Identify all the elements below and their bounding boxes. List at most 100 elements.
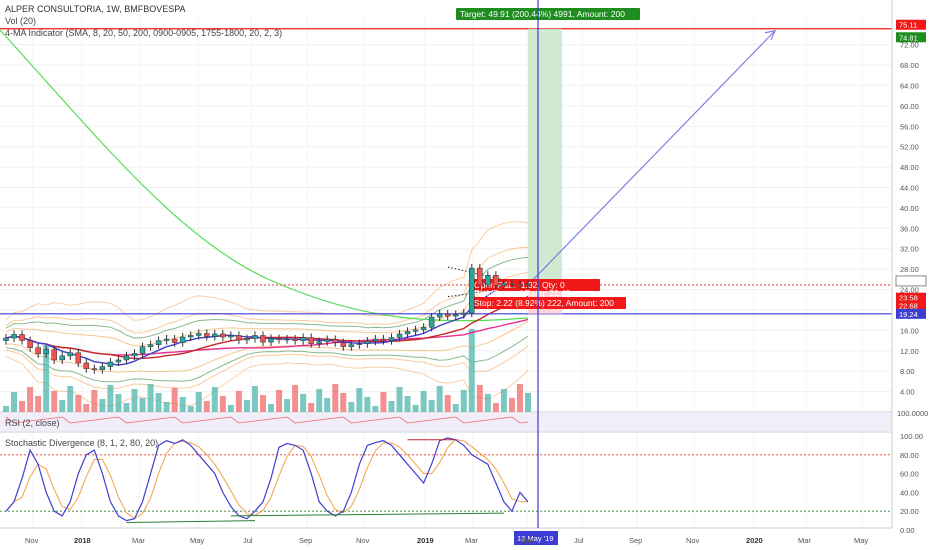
volume-bar-51 <box>412 405 419 412</box>
price-tag-t2: 74.81 <box>899 33 918 42</box>
bollinger-green-upper <box>5 256 529 339</box>
volume-bars <box>3 329 531 412</box>
gridlines <box>0 14 932 529</box>
candle-body-1 <box>11 334 17 339</box>
candle-body-43 <box>348 344 355 347</box>
x-tick-10: Jul <box>574 536 584 545</box>
volume-bar-27 <box>219 396 226 412</box>
volume-bar-59 <box>476 385 483 412</box>
price-tag-t6: 19.24 <box>899 310 918 319</box>
stoch-tick-0: 100.00 <box>900 432 923 441</box>
volume-bar-64 <box>516 384 523 412</box>
candle-body-17 <box>139 346 146 354</box>
volume-bar-10 <box>83 404 90 412</box>
volume-bar-29 <box>235 391 242 412</box>
volume-bar-20 <box>163 402 170 412</box>
y-tick-2: 64.00 <box>900 81 919 90</box>
volume-bar-60 <box>484 394 491 412</box>
candle-body-56 <box>452 314 459 317</box>
y-tick-8: 40.00 <box>900 204 919 213</box>
volume-bar-43 <box>348 402 355 412</box>
candle-body-58 <box>469 267 475 314</box>
price-tag-t2-bg <box>896 32 926 43</box>
candle-body-38 <box>308 337 314 344</box>
x-tick-11: Sep <box>629 536 642 545</box>
volume-bar-26 <box>211 387 218 412</box>
y-tick-5: 52.00 <box>900 143 919 152</box>
candle-body-24 <box>195 333 202 336</box>
volume-bar-21 <box>171 388 178 412</box>
candle-body-5 <box>43 349 49 355</box>
candle-body-51 <box>412 329 419 332</box>
candle-body-8 <box>67 352 73 357</box>
y-tick-15: 12.00 <box>900 347 919 356</box>
rsi-legend: RSI (2, close) <box>5 418 60 428</box>
candle-body-57 <box>461 312 467 315</box>
y-tick-17: 4.00 <box>900 388 915 397</box>
candle-body-10 <box>83 362 90 369</box>
candle-body-35 <box>284 338 290 341</box>
volume-bar-34 <box>276 390 283 412</box>
stoch-tick-2: 60.00 <box>900 470 919 479</box>
volume-bar-56 <box>452 404 459 412</box>
y-tick-16: 8.00 <box>900 367 915 376</box>
volume-bar-65 <box>525 393 531 412</box>
volume-bar-45 <box>364 397 371 412</box>
volume-bar-35 <box>284 399 291 412</box>
bollinger-upper-3 <box>5 221 529 321</box>
price-tag-t1-bg <box>896 19 926 30</box>
volume-bar-55 <box>444 395 451 412</box>
volume-bar-63 <box>508 398 515 412</box>
candle-body-40 <box>324 339 330 342</box>
projection-arrow <box>527 30 776 286</box>
volume-bar-32 <box>259 395 266 412</box>
price-tag-t3: 24.90 <box>899 277 918 286</box>
volume-bar-12 <box>99 399 106 412</box>
candle-body-28 <box>228 335 234 338</box>
candle-body-26 <box>212 333 218 337</box>
y-tick-11: 28.00 <box>900 265 919 274</box>
rsi-tick: 100.0000 <box>897 409 928 418</box>
candles <box>3 264 531 374</box>
volume-bar-46 <box>372 406 379 412</box>
candle-body-16 <box>131 353 138 357</box>
candle-body-41 <box>332 339 339 343</box>
x-tick-6: Nov <box>356 536 370 545</box>
volume-bar-37 <box>300 394 307 412</box>
x-tick-0: Nov <box>25 536 39 545</box>
volume-bar-39 <box>316 389 323 412</box>
price-tag-t5-bg <box>896 300 926 311</box>
candle-body-27 <box>220 333 226 338</box>
volume-bar-11 <box>91 390 98 412</box>
volume-bar-31 <box>251 386 258 412</box>
candle-body-32 <box>260 335 266 343</box>
position-tools[interactable]: Target: 49.91 (200.44%) 4991, Amount: 20… <box>0 8 892 315</box>
candle-body-65 <box>525 283 531 286</box>
rsi-band <box>0 413 892 431</box>
stoch-tick-3: 40.00 <box>900 488 919 497</box>
y-tick-3: 60.00 <box>900 102 919 111</box>
x-tick-9: May <box>519 536 533 545</box>
chart-title: ALPER CONSULTORIA, 1W, BMFBOVESPA <box>5 4 186 14</box>
candle-body-31 <box>252 335 258 339</box>
bollinger-upper-1 <box>5 271 529 347</box>
volume-bar-52 <box>420 391 427 412</box>
stoch-pane <box>0 437 892 523</box>
stoch-tick-5: 0.00 <box>900 526 915 535</box>
candle-body-4 <box>35 347 41 355</box>
volume-bar-1 <box>11 392 18 412</box>
candle-body-25 <box>204 333 210 337</box>
volume-bar-9 <box>75 395 82 412</box>
x-tick-1: 2018 <box>74 536 91 545</box>
projection-arrowhead <box>764 29 777 40</box>
candle-body-18 <box>147 344 154 347</box>
volume-bar-36 <box>292 385 299 412</box>
candle-body-50 <box>404 331 411 335</box>
y-tick-0: 72.00 <box>900 41 919 50</box>
stoch-tick-4: 20.00 <box>900 507 919 516</box>
candle-body-30 <box>244 338 250 341</box>
candle-body-19 <box>155 340 162 345</box>
y-tick-6: 48.00 <box>900 163 919 172</box>
volume-bar-50 <box>404 396 411 412</box>
